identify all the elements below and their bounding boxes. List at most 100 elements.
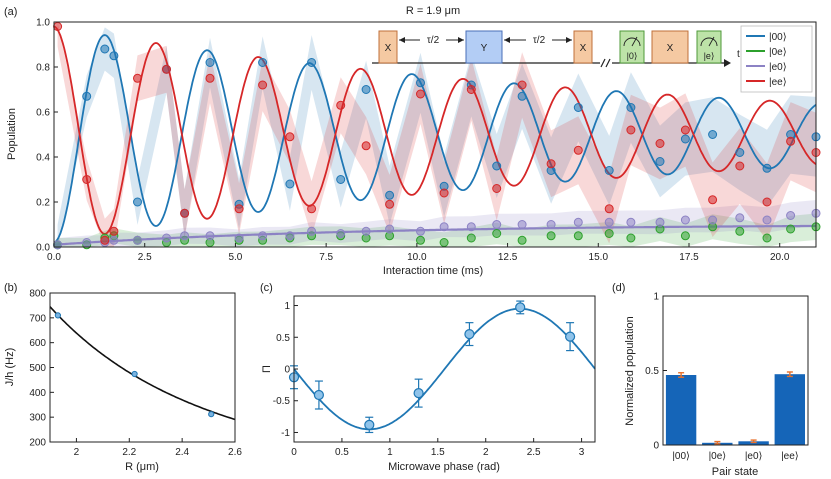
data-point — [234, 204, 244, 214]
x-tick-label: 15.0 — [589, 252, 609, 263]
data-point — [604, 229, 614, 238]
pulse-label-x-2: X — [580, 43, 587, 54]
meter-icon-0 — [623, 37, 641, 47]
interval-label-2: τ/2 — [533, 35, 546, 46]
x-tick-label: 1.5 — [431, 447, 445, 458]
data-point — [205, 231, 215, 241]
data-point — [492, 184, 502, 193]
interval-arrowhead-2a-icon — [504, 37, 510, 43]
x-tick-label: 2.5 — [138, 252, 152, 263]
panel-d-ylabel: Normalized population — [624, 316, 636, 425]
data-point — [53, 22, 63, 31]
x-tick-label: 2 — [483, 447, 489, 458]
pulse-sequence-inset: t X Y X τ/2 τ/2 |0⟩ X — [372, 30, 740, 68]
axis-break-mark-2 — [605, 58, 611, 68]
data-point — [234, 233, 244, 243]
measure-box-e — [696, 30, 722, 64]
data-point — [313, 389, 324, 401]
data-point — [564, 331, 576, 342]
bar — [774, 374, 805, 445]
data-point — [162, 233, 171, 243]
data-point — [208, 411, 215, 418]
panel-d-pair-state-populations: (d) |00⟩ |0e⟩ |e0⟩ |ee⟩ 0 0.5 1 Pair state Nor… — [612, 282, 809, 478]
data-point — [205, 58, 215, 67]
data-point — [735, 226, 745, 236]
y-tick-label: 200 — [29, 438, 46, 449]
panel-a-label: (a) — [4, 6, 17, 18]
panel-b-coupling-vs-distance: (b) 2 2.2 2.4 2.6 200 300 400 500 600 700 800 R (μ… — [4, 282, 242, 473]
panel-c-label: (c) — [260, 282, 273, 294]
data-point — [413, 388, 424, 399]
data-point — [492, 220, 502, 229]
y-tick-label: 600 — [29, 338, 46, 349]
data-point — [517, 220, 527, 229]
data-point — [82, 238, 92, 247]
data-point — [336, 175, 346, 184]
x-tick-label: 5.0 — [228, 252, 242, 263]
data-point — [416, 235, 425, 245]
meter-needle-icon-e — [708, 36, 715, 47]
data-point — [573, 231, 583, 241]
data-point — [180, 231, 190, 241]
data-point — [680, 134, 690, 144]
data-point — [626, 233, 636, 243]
y-tick-label: 0.5 — [276, 333, 290, 344]
data-point — [258, 80, 268, 90]
data-point — [762, 215, 772, 225]
data-point — [515, 302, 526, 313]
y-tick-label: 0.0 — [36, 243, 50, 254]
data-point — [708, 195, 718, 205]
x-tick-label: 2.6 — [228, 447, 242, 458]
data-point — [336, 100, 346, 110]
pulse-box-x-1 — [378, 30, 398, 64]
x-tick-label: 0 — [291, 447, 297, 458]
data-point — [82, 91, 92, 101]
pulse-label-x-1: X — [385, 43, 392, 54]
x-tick-label: 0.5 — [335, 447, 349, 458]
data-point — [604, 166, 614, 175]
panel-b-ylabel: J/h (Hz) — [4, 348, 16, 387]
measure-label-e: |e⟩ — [704, 51, 715, 61]
data-point — [439, 188, 449, 198]
data-point — [762, 233, 772, 243]
data-point — [786, 224, 796, 234]
x-tick-label: |00⟩ — [672, 451, 690, 462]
data-point — [626, 217, 636, 227]
data-point — [307, 226, 317, 236]
legend-label-0e: |0e⟩ — [769, 47, 787, 58]
axis-break-mark-1 — [600, 58, 606, 68]
data-point — [162, 64, 171, 74]
data-point — [439, 222, 449, 232]
panel-a-ylabel: Population — [6, 108, 18, 160]
x-tick-label: 2 — [74, 447, 80, 458]
data-point — [285, 132, 295, 142]
panel-d-ticks: |00⟩ |0e⟩ |e0⟩ |ee⟩ 0 0.5 1 — [645, 292, 799, 463]
data-point — [385, 199, 395, 209]
data-point — [626, 125, 636, 135]
y-tick-label: 500 — [29, 363, 46, 374]
data-point — [385, 190, 395, 200]
data-point — [464, 329, 475, 340]
power-law-fit-curve — [49, 306, 236, 421]
y-tick-label: 400 — [29, 388, 46, 399]
data-point — [109, 235, 119, 245]
x-tick-label: 2.2 — [122, 447, 136, 458]
data-point — [53, 240, 63, 250]
panel-b-axes-frame — [49, 292, 236, 443]
panel-a-time-evolution: (a) R = 1.9 μm 0.0 2.5 5.0 7.5 10.0 12.5 15.0 1… — [4, 5, 821, 277]
x-tick-label: 1 — [387, 447, 393, 458]
data-point — [416, 226, 425, 236]
data-point — [546, 159, 556, 169]
data-point — [54, 312, 62, 319]
data-point — [285, 179, 295, 189]
interval-arrowhead-2b-icon — [566, 37, 572, 43]
data-point — [762, 163, 772, 173]
panel-a-ticks: 0.0 2.5 5.0 7.5 10.0 12.5 15.0 17.5 20.0 0.0 0.2 0.… — [36, 18, 790, 264]
data-point — [258, 58, 268, 67]
data-point — [180, 208, 190, 218]
meter-needle-icon-0 — [631, 36, 638, 47]
panel-c-phase-scan: (c) 0 0.5 1 1.5 2 2.5 3 -1 -0.5 0 0.5 1 Microwave p… — [260, 282, 596, 473]
data-point — [416, 78, 425, 88]
interval-label-bg-2 — [526, 33, 552, 45]
data-point — [626, 103, 636, 112]
